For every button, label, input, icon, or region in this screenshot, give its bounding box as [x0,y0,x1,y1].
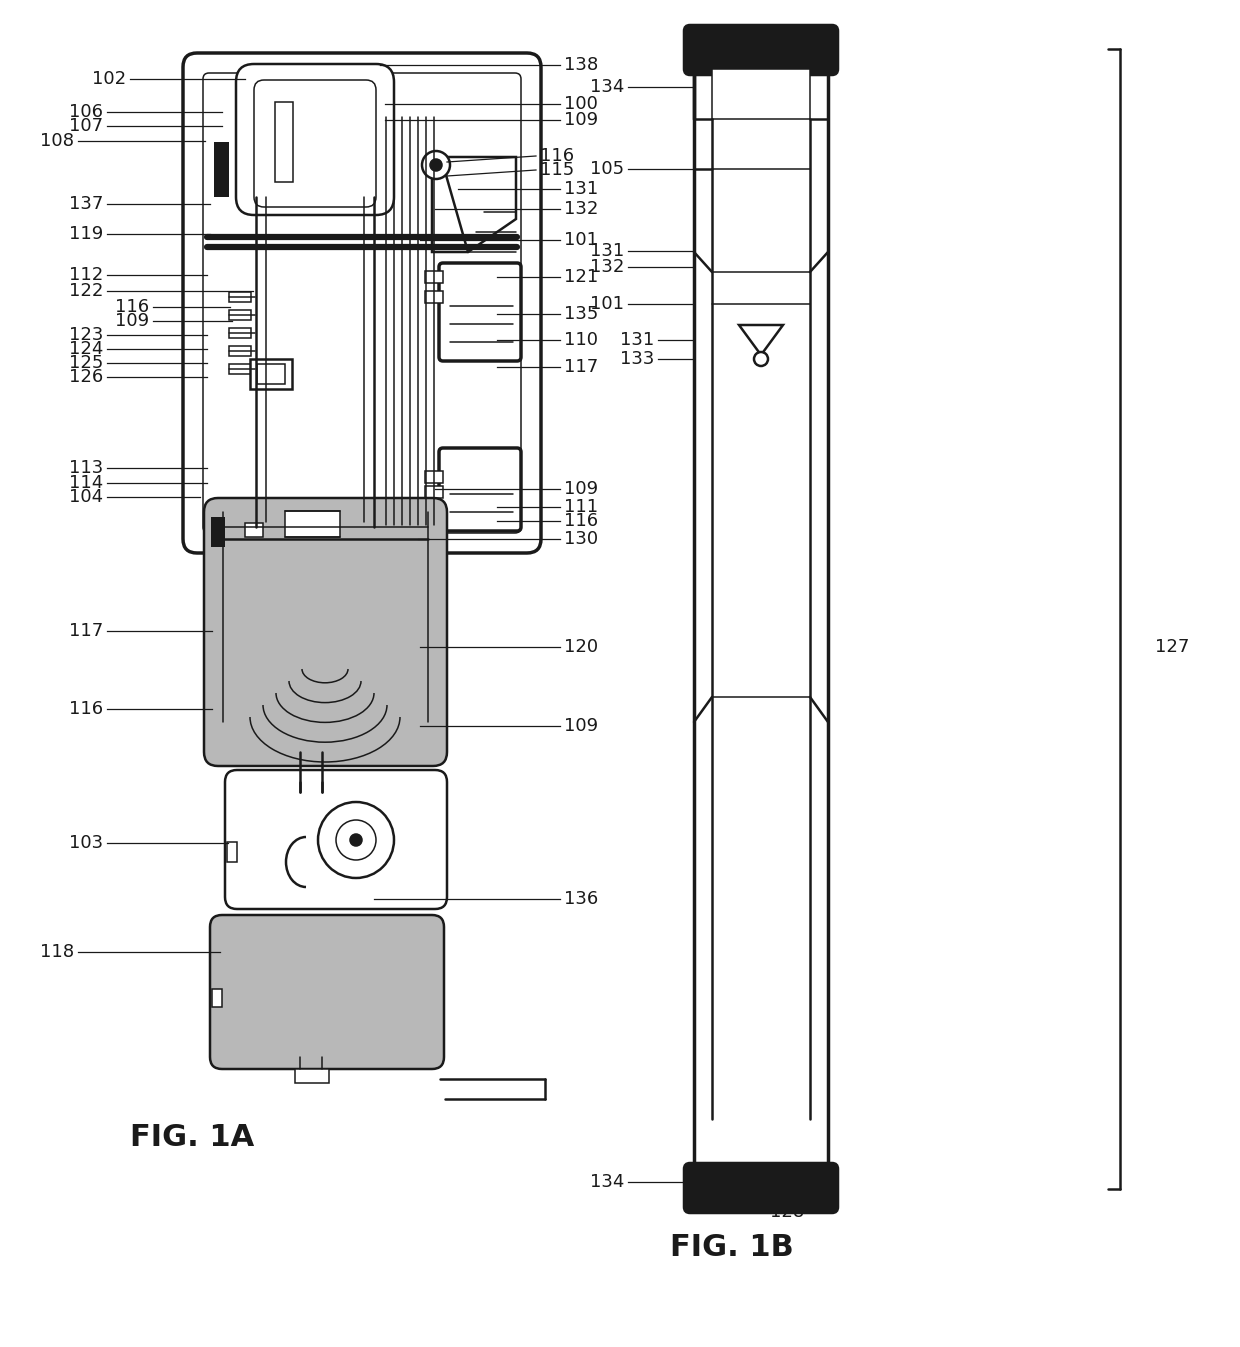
Text: FIG. 1B: FIG. 1B [670,1233,794,1262]
Text: 113: 113 [68,459,103,477]
Text: 131: 131 [590,242,624,260]
Text: 104: 104 [69,488,103,506]
Circle shape [430,159,441,171]
Text: 109: 109 [564,480,598,498]
Text: 132: 132 [590,259,624,276]
FancyBboxPatch shape [684,26,838,75]
Text: 102: 102 [92,70,126,88]
Text: 130: 130 [564,529,598,548]
Text: 133: 133 [620,350,653,368]
Text: 116: 116 [69,700,103,718]
FancyBboxPatch shape [210,915,444,1070]
Bar [425,471,443,484]
Circle shape [350,834,362,846]
Bar [275,102,293,182]
Circle shape [754,352,768,366]
FancyBboxPatch shape [224,770,446,909]
Text: 109: 109 [115,313,149,330]
Bar [211,517,224,547]
Text: 137: 137 [68,195,103,213]
Text: 114: 114 [68,474,103,492]
Text: 112: 112 [68,265,103,284]
Text: 131: 131 [564,180,598,198]
Bar [712,69,810,119]
Bar [229,364,250,374]
Circle shape [422,151,450,179]
Text: FIG. 1A: FIG. 1A [130,1122,254,1152]
Bar [212,989,222,1008]
Bar [257,364,285,384]
Text: 138: 138 [564,57,598,74]
Text: 119: 119 [68,225,103,242]
FancyBboxPatch shape [205,498,446,766]
Bar [425,291,443,303]
Polygon shape [432,158,516,252]
Bar [250,360,291,389]
Text: 115: 115 [539,162,574,179]
Text: 117: 117 [564,358,598,376]
Bar [285,511,340,537]
Text: 103: 103 [69,834,103,853]
Text: 132: 132 [564,199,599,218]
Text: 109: 109 [564,110,598,129]
Bar [229,292,250,302]
Text: 109: 109 [564,717,598,735]
Text: 118: 118 [40,943,74,960]
Polygon shape [739,325,782,356]
FancyBboxPatch shape [439,263,521,361]
Text: 123: 123 [68,326,103,343]
Text: 116: 116 [564,512,598,529]
FancyBboxPatch shape [684,1162,838,1214]
Text: 134: 134 [590,1173,624,1191]
Text: 106: 106 [69,102,103,121]
FancyBboxPatch shape [236,65,394,216]
Text: 121: 121 [564,268,598,286]
Text: 100: 100 [564,96,598,113]
Text: 101: 101 [564,230,598,249]
Text: 120: 120 [564,638,598,656]
Text: 122: 122 [68,282,103,300]
Bar [229,329,250,338]
Text: 135: 135 [564,304,599,323]
Text: 125: 125 [68,354,103,372]
Bar [215,141,229,197]
Text: 108: 108 [40,132,74,150]
Text: 127: 127 [1154,638,1189,656]
Bar [425,486,443,498]
Bar [227,842,237,862]
Bar [295,1070,329,1083]
Bar [425,271,443,283]
Text: 101: 101 [590,295,624,313]
Text: 117: 117 [68,622,103,640]
Bar [246,523,263,537]
FancyBboxPatch shape [254,79,376,207]
Text: 124: 124 [68,339,103,358]
Text: 110: 110 [564,331,598,349]
Text: 116: 116 [539,147,574,164]
Text: 134: 134 [590,78,624,96]
FancyBboxPatch shape [203,73,521,533]
Text: 131: 131 [620,331,653,349]
Circle shape [336,820,376,859]
FancyBboxPatch shape [184,53,541,554]
Bar [229,346,250,356]
Text: 128: 128 [770,1203,804,1220]
Text: 107: 107 [69,117,103,135]
Text: 116: 116 [115,298,149,317]
Text: 105: 105 [590,160,624,178]
Circle shape [317,801,394,878]
FancyBboxPatch shape [439,449,521,531]
Text: 136: 136 [564,890,598,908]
Text: 111: 111 [564,498,598,516]
Text: 126: 126 [68,368,103,387]
Bar [229,310,250,321]
